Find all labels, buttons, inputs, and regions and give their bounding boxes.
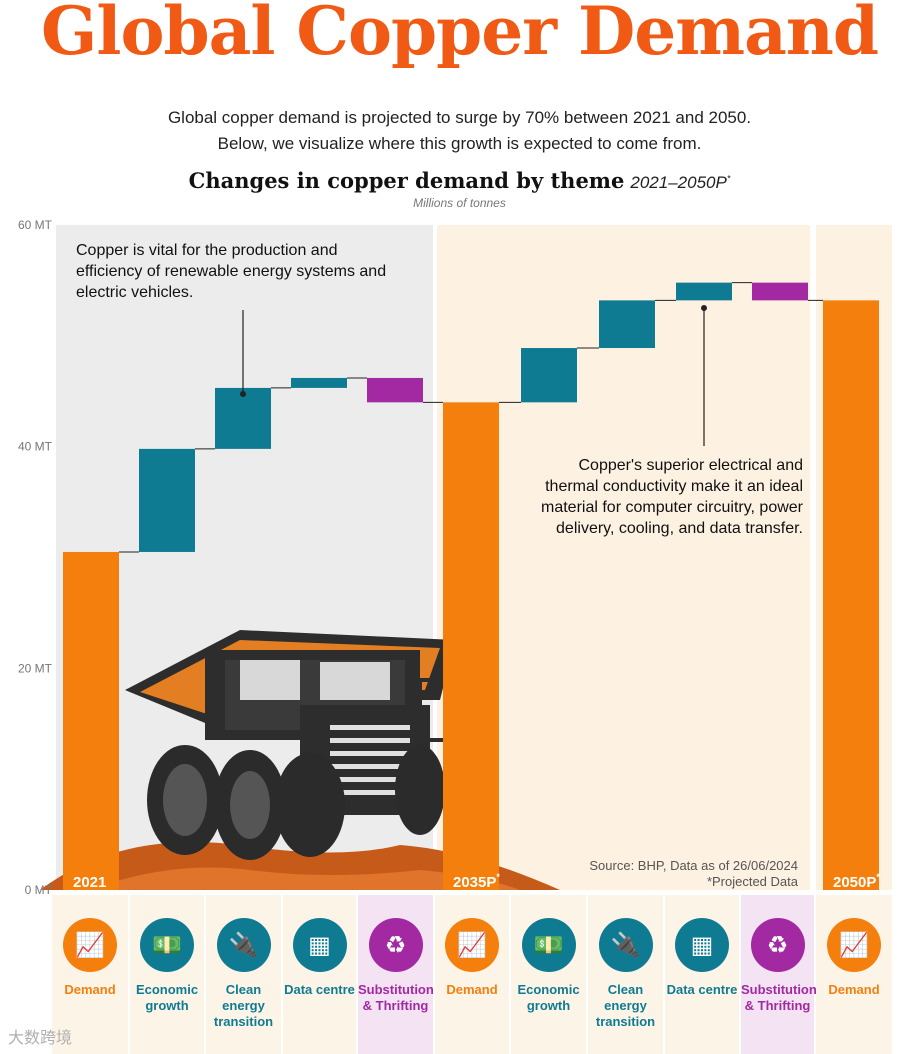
bar-increase: [599, 300, 655, 349]
theme-tile-label: Clean energy transition: [595, 982, 656, 1029]
projected-note: *Projected Data: [706, 874, 798, 889]
watermark: 大数跨境: [8, 1030, 73, 1047]
theme-tile-label: Economic growth: [517, 982, 580, 1013]
theme-tile-label: Substitution & Thrifting: [358, 982, 434, 1013]
chart-subtitle: Changes in copper demand by theme 2021–20…: [0, 168, 919, 194]
money-stack-icon: 💵: [521, 918, 576, 972]
source-line: Source: BHP, Data as of 26/06/2024: [589, 858, 798, 873]
chart-units: Millions of tonnes: [413, 196, 506, 210]
chart-subtitle-range: 2021–2050P*: [630, 173, 731, 192]
bar-increase: [676, 282, 732, 301]
theme-tile: 📈 Demand: [816, 895, 892, 1054]
theme-tile-label: Data centre: [666, 982, 738, 997]
chip-icon: ▦: [675, 918, 729, 972]
bar-total: [63, 551, 119, 890]
source-note: Source: BHP, Data as of 26/06/2024 *Proj…: [589, 858, 798, 890]
theme-tile-label: Clean energy transition: [213, 982, 274, 1029]
intro-line-1: Global copper demand is projected to sur…: [167, 108, 752, 127]
theme-tile: ♻ Substitution & Thrifting: [358, 895, 434, 1054]
bar-chart-icon: 📈: [827, 918, 881, 972]
chip-icon: ▦: [292, 918, 347, 972]
bar-label: 2050P*: [833, 872, 880, 891]
mining-truck-illustration: [40, 630, 560, 890]
bar-label: 2021: [73, 874, 106, 891]
leader-dot-left: [240, 391, 246, 397]
theme-tile: ▦ Data centre: [665, 895, 739, 1054]
bar-increase: [291, 377, 347, 388]
plug-leaf-icon: 🔌: [598, 918, 653, 972]
theme-tile-label: Data centre: [284, 982, 355, 997]
bar-chart-icon: 📈: [63, 918, 117, 972]
recycle-icon: ♻: [368, 918, 423, 972]
money-stack-icon: 💵: [140, 918, 194, 972]
bar-increase: [139, 448, 195, 552]
bar-increase: [215, 387, 271, 449]
annotation-right: Copper's superior electrical and thermal…: [541, 457, 803, 537]
theme-tile-label: Demand: [828, 982, 880, 997]
theme-tile: 💵 Economic growth: [511, 895, 586, 1054]
bar-decrease: [367, 377, 423, 403]
theme-tile: ▦ Data centre: [283, 895, 356, 1054]
y-tick-label: 60 MT: [18, 218, 53, 232]
theme-tile-label: Demand: [446, 982, 498, 997]
y-tick-label: 0 MT: [25, 883, 53, 897]
recycle-icon: ♻: [750, 918, 805, 972]
bar-increase: [521, 348, 577, 403]
bars-layer: [63, 282, 879, 890]
theme-tile-label: Substitution & Thrifting: [741, 982, 817, 1013]
bar-labels-layer: 2021 2035P* 2050P*: [73, 872, 880, 891]
theme-tile: 📈 Demand: [435, 895, 509, 1054]
theme-tile: 💵 Economic growth: [130, 895, 204, 1054]
theme-tile: 🔌 Clean energy transition: [588, 895, 663, 1054]
y-tick-label: 20 MT: [18, 661, 53, 675]
plug-leaf-icon: 🔌: [216, 918, 271, 972]
theme-tile: ♻ Substitution & Thrifting: [741, 895, 817, 1054]
bar-chart-icon: 📈: [445, 918, 499, 972]
bar-total: [443, 402, 499, 890]
y-axis: 0 MT 20 MT 40 MT 60 MT: [18, 218, 53, 897]
annotation-left: Copper is vital for the production and e…: [76, 242, 387, 301]
theme-tile-label: Demand: [64, 982, 116, 997]
theme-tile: 📈 Demand: [52, 895, 128, 1054]
page-title: Global Copper Demand: [41, 0, 879, 70]
leader-dot-right: [701, 305, 707, 311]
bar-decrease: [752, 282, 808, 301]
connector-lines: [119, 282, 823, 553]
bar-label: 2035P*: [453, 872, 500, 891]
intro-line-2: Below, we visualize where this growth is…: [217, 134, 702, 153]
theme-tile: 🔌 Clean energy transition: [206, 895, 281, 1054]
bar-total: [823, 300, 879, 890]
theme-tile-label: Economic growth: [135, 982, 199, 1013]
chart-subtitle-text: Changes in copper demand by theme: [188, 168, 625, 193]
y-tick-label: 40 MT: [18, 440, 53, 454]
